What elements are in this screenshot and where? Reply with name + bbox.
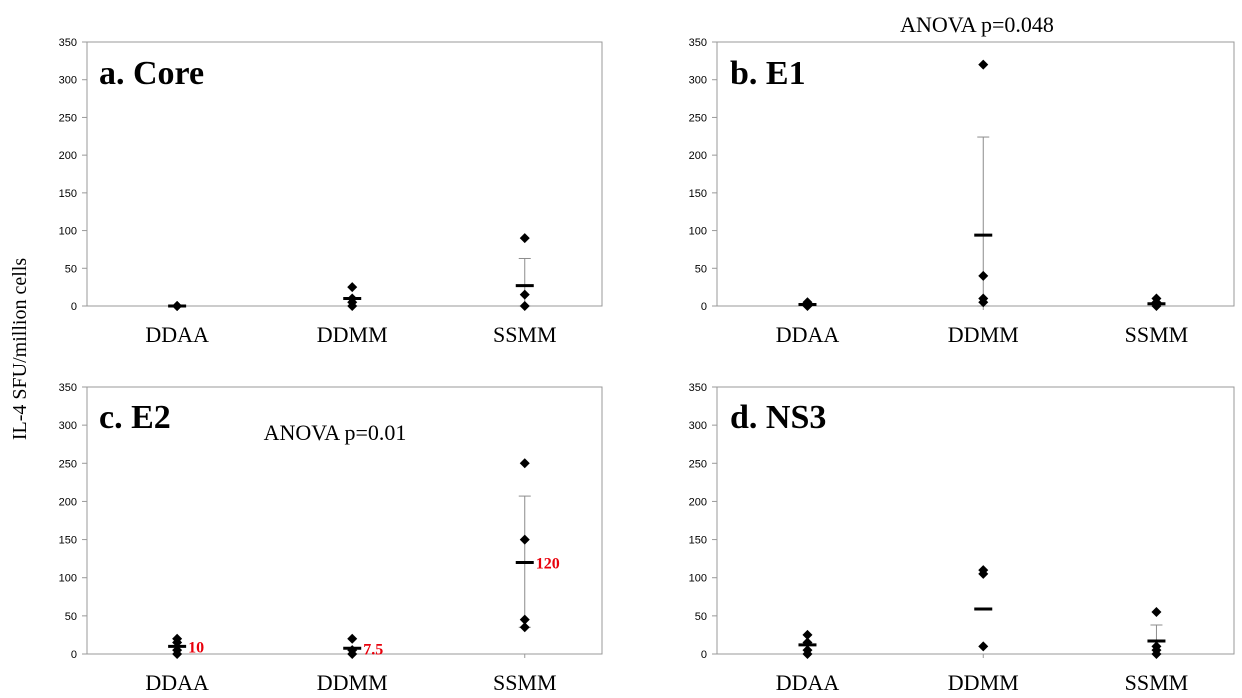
- y-tick-label: 250: [689, 112, 707, 124]
- y-tick-label: 250: [689, 458, 707, 470]
- y-tick-label: 300: [689, 75, 707, 87]
- mean-label: 10: [188, 639, 204, 656]
- data-point: [519, 614, 530, 625]
- y-tick-label: 200: [59, 496, 77, 508]
- y-tick-label: 200: [689, 150, 707, 162]
- x-tick-label: DDMM: [317, 322, 388, 347]
- mean-label: 7.5: [363, 641, 383, 658]
- panel-c-e2: 0 50 100 150 200 250 300 350 DDAA DDMM SSMM 10 7.5 12…: [59, 382, 603, 695]
- x-tick-label: DDAA: [776, 670, 840, 695]
- y-tick-label: 150: [689, 188, 707, 200]
- plot-frame: [86, 386, 603, 655]
- data-point: [1151, 293, 1162, 304]
- x-tick-label: DDMM: [948, 670, 1019, 695]
- anova-annotation: ANOVA p=0.048: [900, 12, 1054, 37]
- y-tick-label: 0: [701, 301, 707, 313]
- data-point: [519, 458, 530, 469]
- panel-b-e1: 0 50 100 150 200 250 300 350 DDAA DDMM SSMM b. E1 AN…: [689, 12, 1235, 347]
- data-point: [978, 270, 989, 281]
- x-tick-label: SSMM: [493, 670, 557, 695]
- y-tick-label: 350: [689, 37, 707, 49]
- x-tick-label: DDMM: [948, 322, 1019, 347]
- data-point: [978, 59, 989, 70]
- y-tick-label: 300: [59, 75, 77, 87]
- y-tick-label: 100: [59, 573, 77, 585]
- y-tick-label: 50: [695, 611, 707, 623]
- y-tick-label: 250: [59, 458, 77, 470]
- data-point: [978, 641, 989, 652]
- panel-d-ns3: 0 50 100 150 200 250 300 350 DDAA DDMM SSMM d. NS3: [689, 382, 1235, 695]
- y-tick-label: 250: [59, 112, 77, 124]
- x-tick-label: DDAA: [145, 670, 209, 695]
- data-point: [519, 289, 530, 300]
- x-tick-label: DDAA: [145, 322, 209, 347]
- y-tick-label: 300: [689, 420, 707, 432]
- y-tick-label: 100: [59, 226, 77, 238]
- plot-frame: [716, 386, 1235, 655]
- y-tick-label: 350: [59, 382, 77, 394]
- x-tick-label: SSMM: [493, 322, 557, 347]
- y-tick-label: 150: [59, 535, 77, 547]
- y-tick-label: 150: [59, 188, 77, 200]
- y-tick-label: 150: [689, 535, 707, 547]
- y-tick-label: 200: [59, 150, 77, 162]
- data-point: [802, 645, 813, 656]
- y-tick-label: 50: [695, 263, 707, 275]
- y-tick-label: 350: [59, 37, 77, 49]
- data-point: [1151, 607, 1162, 618]
- panel-a-core: 0 50 100 150 200 250 300 350 DDAA DDMM SSMM a. Core: [59, 37, 603, 347]
- anova-annotation: ANOVA p=0.01: [264, 420, 407, 445]
- panel-title: c. E2: [99, 399, 171, 436]
- data-point: [347, 633, 358, 644]
- x-tick-label: DDAA: [776, 322, 840, 347]
- plot-frame: [716, 41, 1235, 307]
- y-axis-label: IL-4 SFU/million cells: [9, 258, 31, 440]
- data-point: [519, 534, 530, 545]
- panel-title: d. NS3: [730, 399, 826, 436]
- y-tick-label: 350: [689, 382, 707, 394]
- mean-label: 120: [536, 555, 560, 572]
- y-tick-label: 200: [689, 496, 707, 508]
- data-point: [519, 301, 530, 311]
- y-tick-label: 50: [65, 611, 77, 623]
- data-point: [1151, 641, 1162, 652]
- data-point: [172, 633, 183, 644]
- data-point: [519, 622, 530, 633]
- data-point: [978, 293, 989, 304]
- data-point: [978, 565, 989, 576]
- data-point: [519, 233, 530, 244]
- y-tick-label: 300: [59, 420, 77, 432]
- y-tick-label: 0: [71, 649, 77, 661]
- y-tick-label: 100: [689, 226, 707, 238]
- x-tick-label: SSMM: [1125, 322, 1189, 347]
- x-tick-label: DDMM: [317, 670, 388, 695]
- panel-title: a. Core: [99, 55, 204, 92]
- y-tick-label: 0: [71, 301, 77, 313]
- plot-frame: [86, 41, 603, 307]
- y-tick-label: 50: [65, 263, 77, 275]
- panel-title: b. E1: [730, 55, 806, 92]
- y-tick-label: 100: [689, 573, 707, 585]
- data-point: [802, 629, 813, 640]
- x-tick-label: SSMM: [1125, 670, 1189, 695]
- data-point: [347, 282, 358, 293]
- y-tick-label: 0: [701, 649, 707, 661]
